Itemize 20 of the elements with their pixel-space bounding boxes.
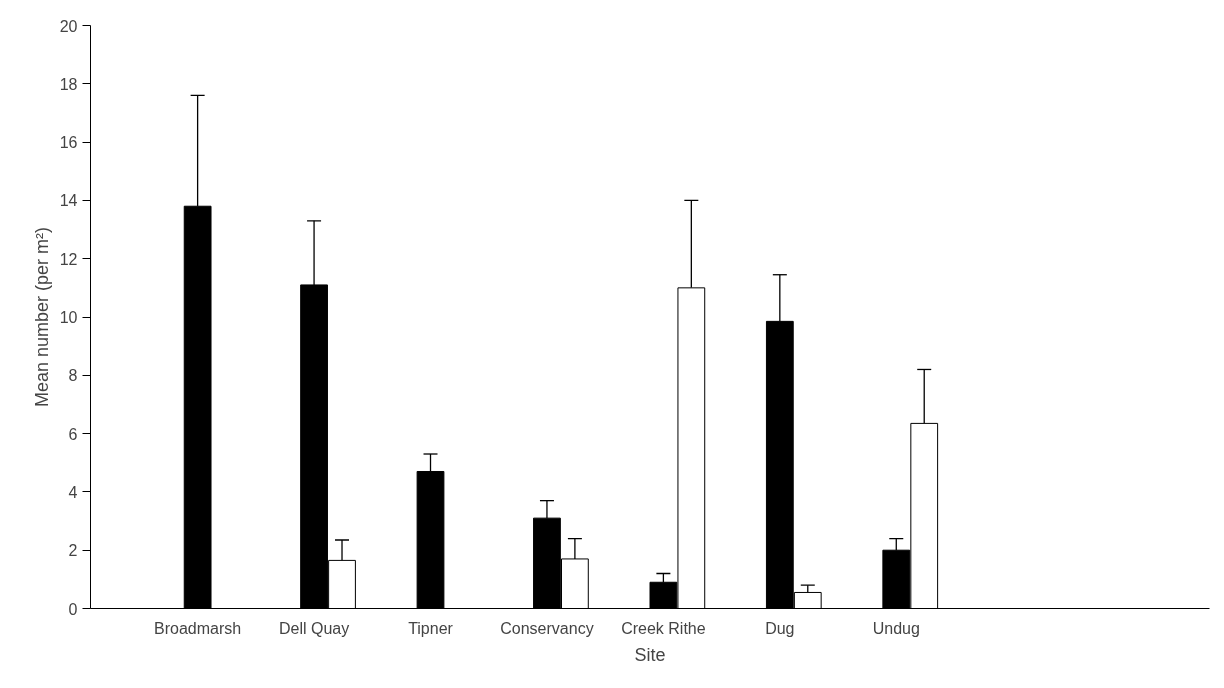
y-tick-label: 20 [59, 17, 78, 35]
y-tick-label: 4 [68, 483, 78, 501]
y-axis-title: Mean number (per m²) [31, 226, 52, 408]
y-tick-label: 10 [59, 309, 78, 326]
y-tick-label: 6 [68, 425, 78, 443]
x-tick-label: Broadmarsh [154, 619, 242, 637]
x-tick-label: Creek Rithe [621, 619, 706, 637]
x-tick-label: Dell Quay [278, 619, 350, 637]
x-axis-title: Site [634, 644, 666, 665]
x-tick-label: Undug [872, 619, 920, 637]
y-tick-label: 2 [68, 542, 78, 560]
y-tick-label: 0 [68, 600, 78, 618]
y-tick-label: 16 [59, 134, 78, 152]
y-tick-label: 18 [59, 75, 78, 93]
y-tick-label: 12 [59, 250, 78, 268]
x-tick-label: Tipner [408, 619, 454, 637]
y-tick-label: 8 [68, 367, 78, 385]
x-tick-label: Dug [765, 619, 795, 637]
y-tick-label: 14 [59, 192, 78, 210]
x-tick-label: Conservancy [500, 619, 594, 637]
